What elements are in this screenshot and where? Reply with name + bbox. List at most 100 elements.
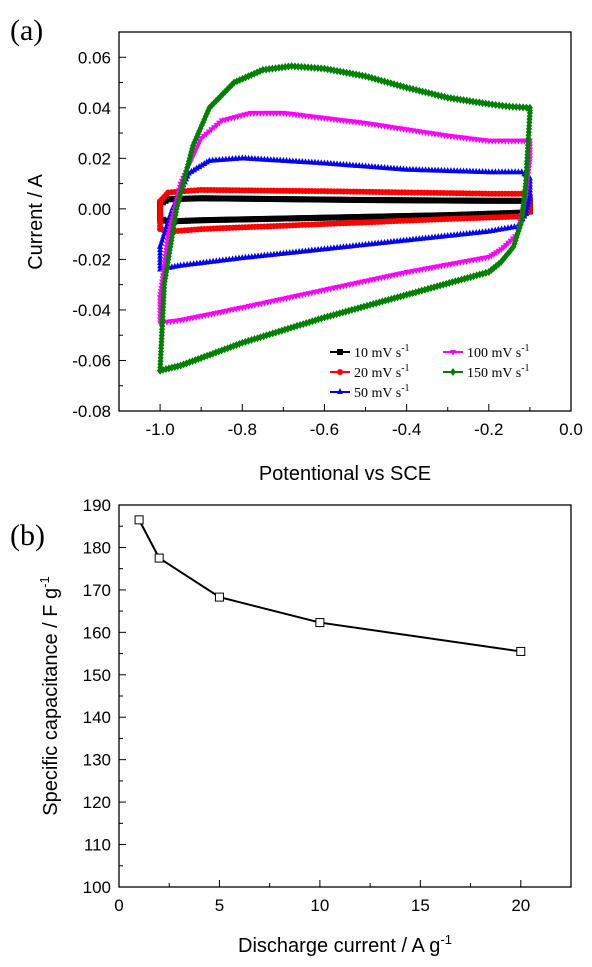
cv-point-0-178 — [340, 214, 347, 221]
cv-point-0-125 — [509, 209, 516, 216]
cv-point-0-168 — [372, 213, 379, 220]
cv-point-0-81 — [416, 197, 423, 204]
legend-label-sup-1: -1 — [401, 363, 409, 374]
cv-point-0-47 — [307, 196, 314, 203]
cv-point-0-169 — [368, 213, 375, 220]
legend-marker-4 — [450, 368, 456, 376]
cv-point-0-68 — [375, 197, 382, 204]
cv-point-2-269 — [157, 246, 164, 253]
cv-point-0-138 — [467, 211, 474, 218]
cv-point-0-140 — [460, 211, 467, 218]
cv-point-4-185 — [516, 103, 523, 112]
cv-point-0-58 — [343, 196, 350, 203]
x-tick-label-a-2: -0.6 — [310, 420, 339, 439]
cv-point-0-144 — [447, 212, 454, 219]
cv-point-0-208 — [245, 216, 252, 223]
cv-point-0-20 — [220, 195, 227, 202]
cv-point-0-209 — [242, 216, 249, 223]
cv-point-0-69 — [378, 197, 385, 204]
plot-frame-a — [118, 31, 572, 412]
cv-point-0-46 — [304, 196, 311, 203]
cv-point-0-212 — [232, 216, 239, 223]
cv-point-0-10 — [188, 195, 195, 202]
cv-point-0-86 — [432, 197, 439, 204]
cv-series-1 — [157, 186, 533, 235]
cv-point-0-133 — [483, 210, 490, 217]
cv-point-0-62 — [356, 196, 363, 203]
cv-point-0-25 — [236, 195, 243, 202]
cv-point-0-205 — [255, 216, 262, 223]
cv-point-0-175 — [349, 214, 356, 221]
cv-point-0-103 — [485, 197, 492, 204]
cv-point-0-177 — [343, 214, 350, 221]
cv-point-0-97 — [466, 197, 473, 204]
cv-point-0-137 — [470, 211, 477, 218]
cv-point-0-60 — [349, 196, 356, 203]
y-tick-label-b-2: 120 — [83, 793, 111, 812]
x-tick-label-a-4: -0.2 — [474, 420, 503, 439]
cv-point-0-163 — [387, 213, 394, 220]
cv-point-0-76 — [400, 197, 407, 204]
cv-point-0-143 — [451, 211, 458, 218]
cv-point-0-35 — [269, 196, 276, 203]
cv-point-0-135 — [476, 211, 483, 218]
cv-point-0-207 — [248, 216, 255, 223]
cv-point-0-30 — [252, 195, 259, 202]
y-tick-label-a-3: -0.02 — [72, 250, 111, 269]
cv-point-0-39 — [281, 196, 288, 203]
cv-point-0-188 — [308, 214, 315, 221]
cv-point-0-195 — [286, 215, 293, 222]
cv-point-0-91 — [447, 197, 454, 204]
cv-point-0-19 — [217, 195, 224, 202]
cv-point-0-129 — [496, 210, 503, 217]
cv-point-0-17 — [211, 195, 218, 202]
cv-point-0-63 — [359, 196, 366, 203]
cv-point-0-31 — [256, 195, 263, 202]
cv-point-0-160 — [397, 213, 404, 220]
cv-point-2-5 — [162, 226, 169, 233]
cv-point-4-122 — [314, 64, 321, 73]
cv-point-0-218 — [213, 216, 220, 223]
cv-point-2-270 — [157, 242, 164, 249]
cv-point-0-222 — [201, 217, 208, 224]
x-axis-title-a: Potentional vs SCE — [259, 463, 431, 485]
cv-point-0-36 — [272, 196, 279, 203]
cv-point-0-43 — [294, 196, 301, 203]
cv-point-0-11 — [191, 195, 198, 202]
cv-point-0-24 — [233, 195, 240, 202]
cv-point-0-49 — [314, 196, 321, 203]
cv-point-0-65 — [365, 197, 372, 204]
cv-point-2-266 — [157, 255, 164, 262]
x-tick-label-b-3: 15 — [411, 896, 430, 915]
cv-point-0-92 — [451, 197, 458, 204]
cv-point-0-8 — [181, 195, 188, 202]
y-axis-title-a: Current / A — [25, 174, 47, 270]
cv-point-0-197 — [280, 215, 287, 222]
cv-point-0-70 — [381, 197, 388, 204]
capacitance-point-3 — [315, 618, 325, 628]
cv-point-0-214 — [226, 216, 233, 223]
cv-point-0-27 — [243, 195, 250, 202]
cv-point-0-22 — [227, 195, 234, 202]
cv-point-0-166 — [378, 213, 385, 220]
y-tick-label-a-2: -0.04 — [72, 301, 111, 320]
cv-point-0-50 — [317, 196, 324, 203]
legend-label-3: 100 mV s-1 — [467, 343, 530, 361]
cv-point-0-199 — [274, 215, 281, 222]
cv-point-0-226 — [188, 217, 195, 224]
cv-point-0-41 — [288, 196, 295, 203]
cv-series-layer — [157, 62, 533, 375]
cv-point-0-77 — [403, 197, 410, 204]
cv-point-2-27 — [193, 164, 200, 171]
cv-point-4-110 — [275, 63, 282, 72]
x-tick-label-a-0: -1.0 — [145, 420, 174, 439]
cv-point-0-174 — [353, 214, 360, 221]
cv-point-0-190 — [302, 215, 309, 222]
cv-point-2-264 — [157, 262, 164, 269]
cv-point-0-152 — [422, 212, 429, 219]
cv-point-0-217 — [217, 216, 224, 223]
cv-point-0-45 — [301, 196, 308, 203]
cv-point-0-95 — [460, 197, 467, 204]
x-tick-label-b-4: 20 — [511, 896, 530, 915]
